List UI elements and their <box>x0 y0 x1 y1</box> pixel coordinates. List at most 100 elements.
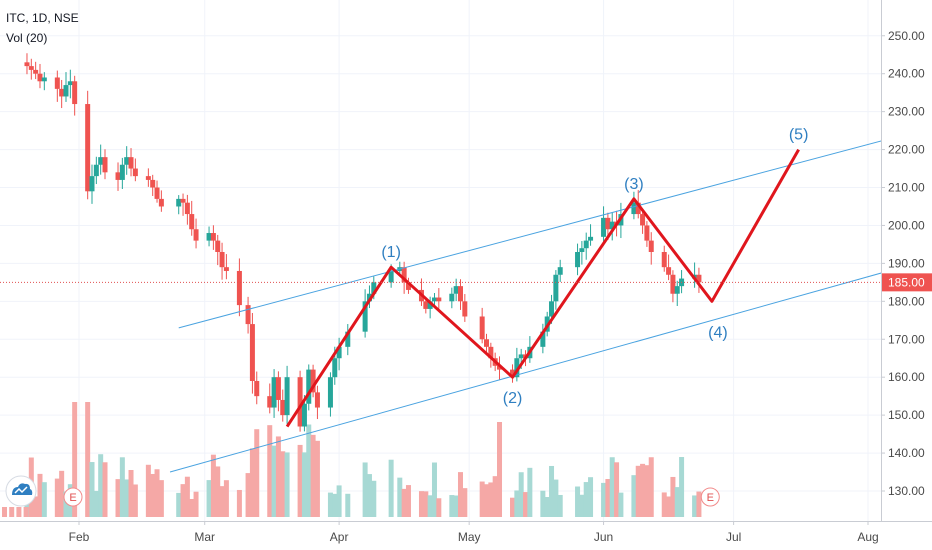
price-tick-label: 240.00 <box>888 67 925 81</box>
candle <box>245 296 251 334</box>
candle <box>89 164 95 204</box>
elliott-wave-line[interactable] <box>285 148 800 428</box>
candle <box>206 226 212 247</box>
candle-body <box>63 85 69 97</box>
volume-bar <box>184 476 190 517</box>
candle-body <box>236 270 242 306</box>
price-tick-label: 170.00 <box>888 332 925 346</box>
volume-bar <box>154 469 160 517</box>
candle <box>648 232 654 265</box>
candle-body <box>457 286 463 302</box>
volume-bar <box>115 479 121 517</box>
candle-body <box>648 240 654 252</box>
candle-body <box>644 225 650 241</box>
volume-bar <box>63 491 69 517</box>
volume-bar <box>557 494 563 517</box>
volume-bar <box>72 402 78 517</box>
earnings-circle <box>63 487 83 507</box>
volume-bar <box>245 473 251 517</box>
volume-bar <box>280 451 286 517</box>
time-axis-panel[interactable] <box>0 521 932 550</box>
candle <box>93 156 99 185</box>
volume-bar <box>492 476 498 517</box>
candle <box>267 383 273 414</box>
candle <box>601 206 607 246</box>
candle <box>310 364 316 398</box>
volume-bar <box>674 487 680 517</box>
candle-body <box>605 217 611 230</box>
time-tick-label: Aug <box>857 530 878 544</box>
candle <box>609 212 615 241</box>
candle <box>184 194 190 225</box>
candle-body <box>284 377 290 416</box>
candle <box>280 389 286 422</box>
candle <box>54 70 60 102</box>
candle <box>631 191 637 220</box>
volume-indicator-label[interactable]: Vol (20) <box>6 31 48 45</box>
earnings-marker[interactable]: E <box>700 487 720 507</box>
volume-bar <box>249 448 255 517</box>
price-tick-label: 250.00 <box>888 29 925 43</box>
volume-bar <box>176 492 182 517</box>
earnings-letter: E <box>707 492 714 504</box>
volume-bar <box>514 490 520 517</box>
price-tick-label: 180.00 <box>888 294 925 308</box>
volume-bar <box>223 480 229 517</box>
candle-body <box>601 217 607 237</box>
symbol-title[interactable]: ITC, 1D, NSE <box>6 11 79 25</box>
candle-body <box>674 286 680 294</box>
volume-bar <box>366 474 372 517</box>
volume-bar <box>449 495 455 517</box>
candle-body <box>98 157 104 165</box>
candle <box>223 254 229 280</box>
tradingview-logo[interactable] <box>5 475 37 507</box>
candle-body <box>371 282 377 294</box>
volume-bar <box>16 507 22 517</box>
volume-bar <box>497 422 503 517</box>
candle-body <box>93 164 99 177</box>
volume-bar <box>666 496 672 517</box>
volume-bar <box>332 493 338 517</box>
time-tick-label: Apr <box>330 530 349 544</box>
earnings-circle <box>700 487 720 507</box>
candle <box>314 385 320 420</box>
candle-body <box>609 221 615 230</box>
candle-body <box>462 301 468 317</box>
volume-bar <box>696 491 702 517</box>
candle <box>145 168 151 187</box>
candle-body <box>405 282 411 290</box>
candle <box>696 267 702 293</box>
candle-body <box>33 69 39 74</box>
candle <box>254 371 260 405</box>
candle-body <box>332 358 338 378</box>
volume-bar <box>362 462 368 517</box>
candle-body <box>154 187 160 199</box>
candle <box>132 158 138 182</box>
candle <box>189 200 195 236</box>
volume-bar <box>89 462 95 517</box>
candle <box>275 371 281 412</box>
candle <box>236 258 242 317</box>
channel-line[interactable] <box>178 130 921 329</box>
candle-body <box>267 396 273 408</box>
price-tick-label: 230.00 <box>888 105 925 119</box>
candle <box>72 75 78 116</box>
candle-body <box>193 229 199 241</box>
candle <box>158 190 164 212</box>
candle <box>497 356 503 380</box>
volume-bar <box>180 484 186 517</box>
candle <box>427 296 433 319</box>
volume-bar <box>132 484 138 517</box>
candle-body <box>314 392 320 408</box>
volume-bar <box>23 507 29 517</box>
candle-body <box>518 354 524 359</box>
earnings-marker[interactable]: E <box>63 487 83 507</box>
candle <box>661 245 667 272</box>
channel-line[interactable] <box>169 262 916 473</box>
candle <box>510 364 516 383</box>
wave-label: (4) <box>708 324 728 341</box>
volume-bar <box>575 486 581 517</box>
candle-body <box>588 236 594 241</box>
candle-body <box>362 301 368 332</box>
